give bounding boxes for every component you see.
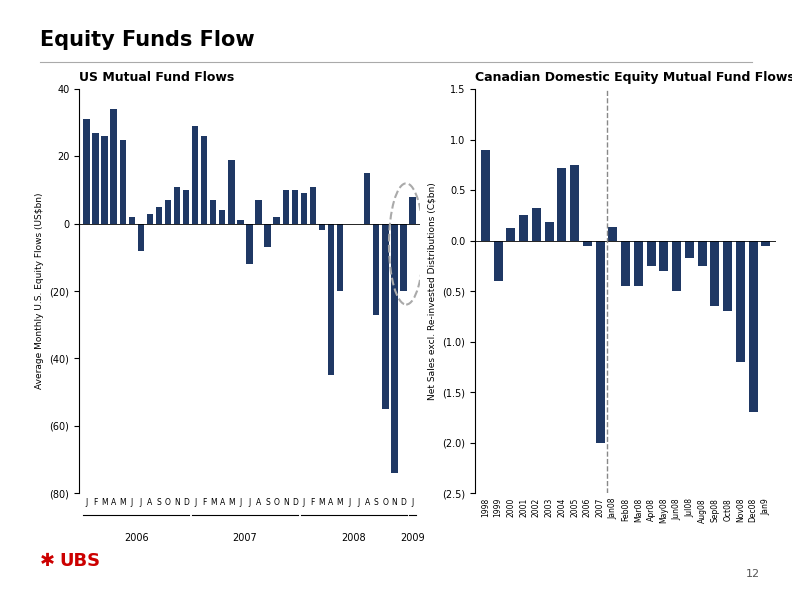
Bar bbox=[201, 136, 208, 224]
Text: US Mutual Fund Flows: US Mutual Fund Flows bbox=[79, 71, 234, 84]
Bar bbox=[400, 224, 406, 291]
Text: Equity Funds Flow: Equity Funds Flow bbox=[40, 30, 254, 50]
Text: 2007: 2007 bbox=[233, 533, 257, 544]
Text: 12: 12 bbox=[746, 569, 760, 579]
Bar bbox=[120, 140, 126, 224]
Bar bbox=[192, 126, 198, 224]
Bar bbox=[110, 109, 116, 224]
Text: 2008: 2008 bbox=[341, 533, 366, 544]
Bar bbox=[246, 224, 253, 264]
Text: 2009: 2009 bbox=[400, 533, 425, 544]
Bar bbox=[520, 216, 528, 241]
Bar bbox=[391, 224, 398, 473]
Bar bbox=[138, 224, 144, 251]
Text: 2006: 2006 bbox=[124, 533, 149, 544]
Bar bbox=[219, 210, 226, 224]
Bar bbox=[364, 173, 371, 224]
Bar bbox=[228, 160, 234, 224]
Bar bbox=[710, 241, 719, 307]
Bar bbox=[634, 241, 643, 286]
Bar bbox=[761, 241, 771, 246]
Text: ✱: ✱ bbox=[40, 552, 55, 570]
Bar bbox=[621, 241, 630, 286]
Bar bbox=[545, 222, 554, 241]
Bar bbox=[493, 241, 503, 281]
Bar bbox=[156, 207, 162, 224]
Bar bbox=[93, 133, 99, 224]
Bar bbox=[672, 241, 681, 291]
Bar bbox=[328, 224, 334, 375]
Bar bbox=[265, 224, 271, 247]
Bar bbox=[83, 119, 89, 224]
Bar bbox=[736, 241, 745, 362]
Bar bbox=[238, 220, 244, 224]
Bar bbox=[583, 241, 592, 246]
Bar bbox=[647, 241, 656, 266]
Bar bbox=[532, 208, 541, 241]
Text: UBS: UBS bbox=[59, 552, 101, 570]
Bar bbox=[147, 214, 153, 224]
Bar bbox=[383, 224, 389, 409]
Bar bbox=[685, 241, 694, 258]
Bar bbox=[165, 200, 171, 224]
Bar bbox=[273, 217, 280, 224]
Bar bbox=[570, 165, 579, 241]
Bar bbox=[291, 190, 298, 224]
Bar bbox=[558, 168, 566, 241]
Bar bbox=[283, 190, 289, 224]
Bar bbox=[608, 228, 618, 241]
Bar bbox=[337, 224, 343, 291]
Text: Canadian Domestic Equity Mutual Fund Flows: Canadian Domestic Equity Mutual Fund Flo… bbox=[475, 71, 792, 84]
Bar bbox=[183, 190, 189, 224]
Bar bbox=[318, 224, 325, 230]
Bar bbox=[301, 194, 307, 224]
Bar bbox=[698, 241, 706, 266]
Bar bbox=[255, 200, 261, 224]
Bar bbox=[101, 136, 108, 224]
Bar bbox=[723, 241, 732, 311]
Bar bbox=[506, 229, 516, 241]
Bar bbox=[660, 241, 668, 271]
Bar bbox=[128, 217, 135, 224]
Bar bbox=[310, 187, 316, 224]
Bar bbox=[210, 200, 216, 224]
Bar bbox=[174, 187, 181, 224]
Bar bbox=[481, 150, 490, 241]
Bar bbox=[373, 224, 379, 315]
Bar bbox=[596, 241, 604, 443]
Y-axis label: Net Sales excl. Re-invested Distributions (C$bn): Net Sales excl. Re-invested Distribution… bbox=[428, 182, 437, 400]
Bar bbox=[748, 241, 758, 412]
Bar bbox=[409, 197, 416, 224]
Y-axis label: Average Monthly U.S. Equity Flows (US$bn): Average Monthly U.S. Equity Flows (US$bn… bbox=[35, 193, 44, 389]
